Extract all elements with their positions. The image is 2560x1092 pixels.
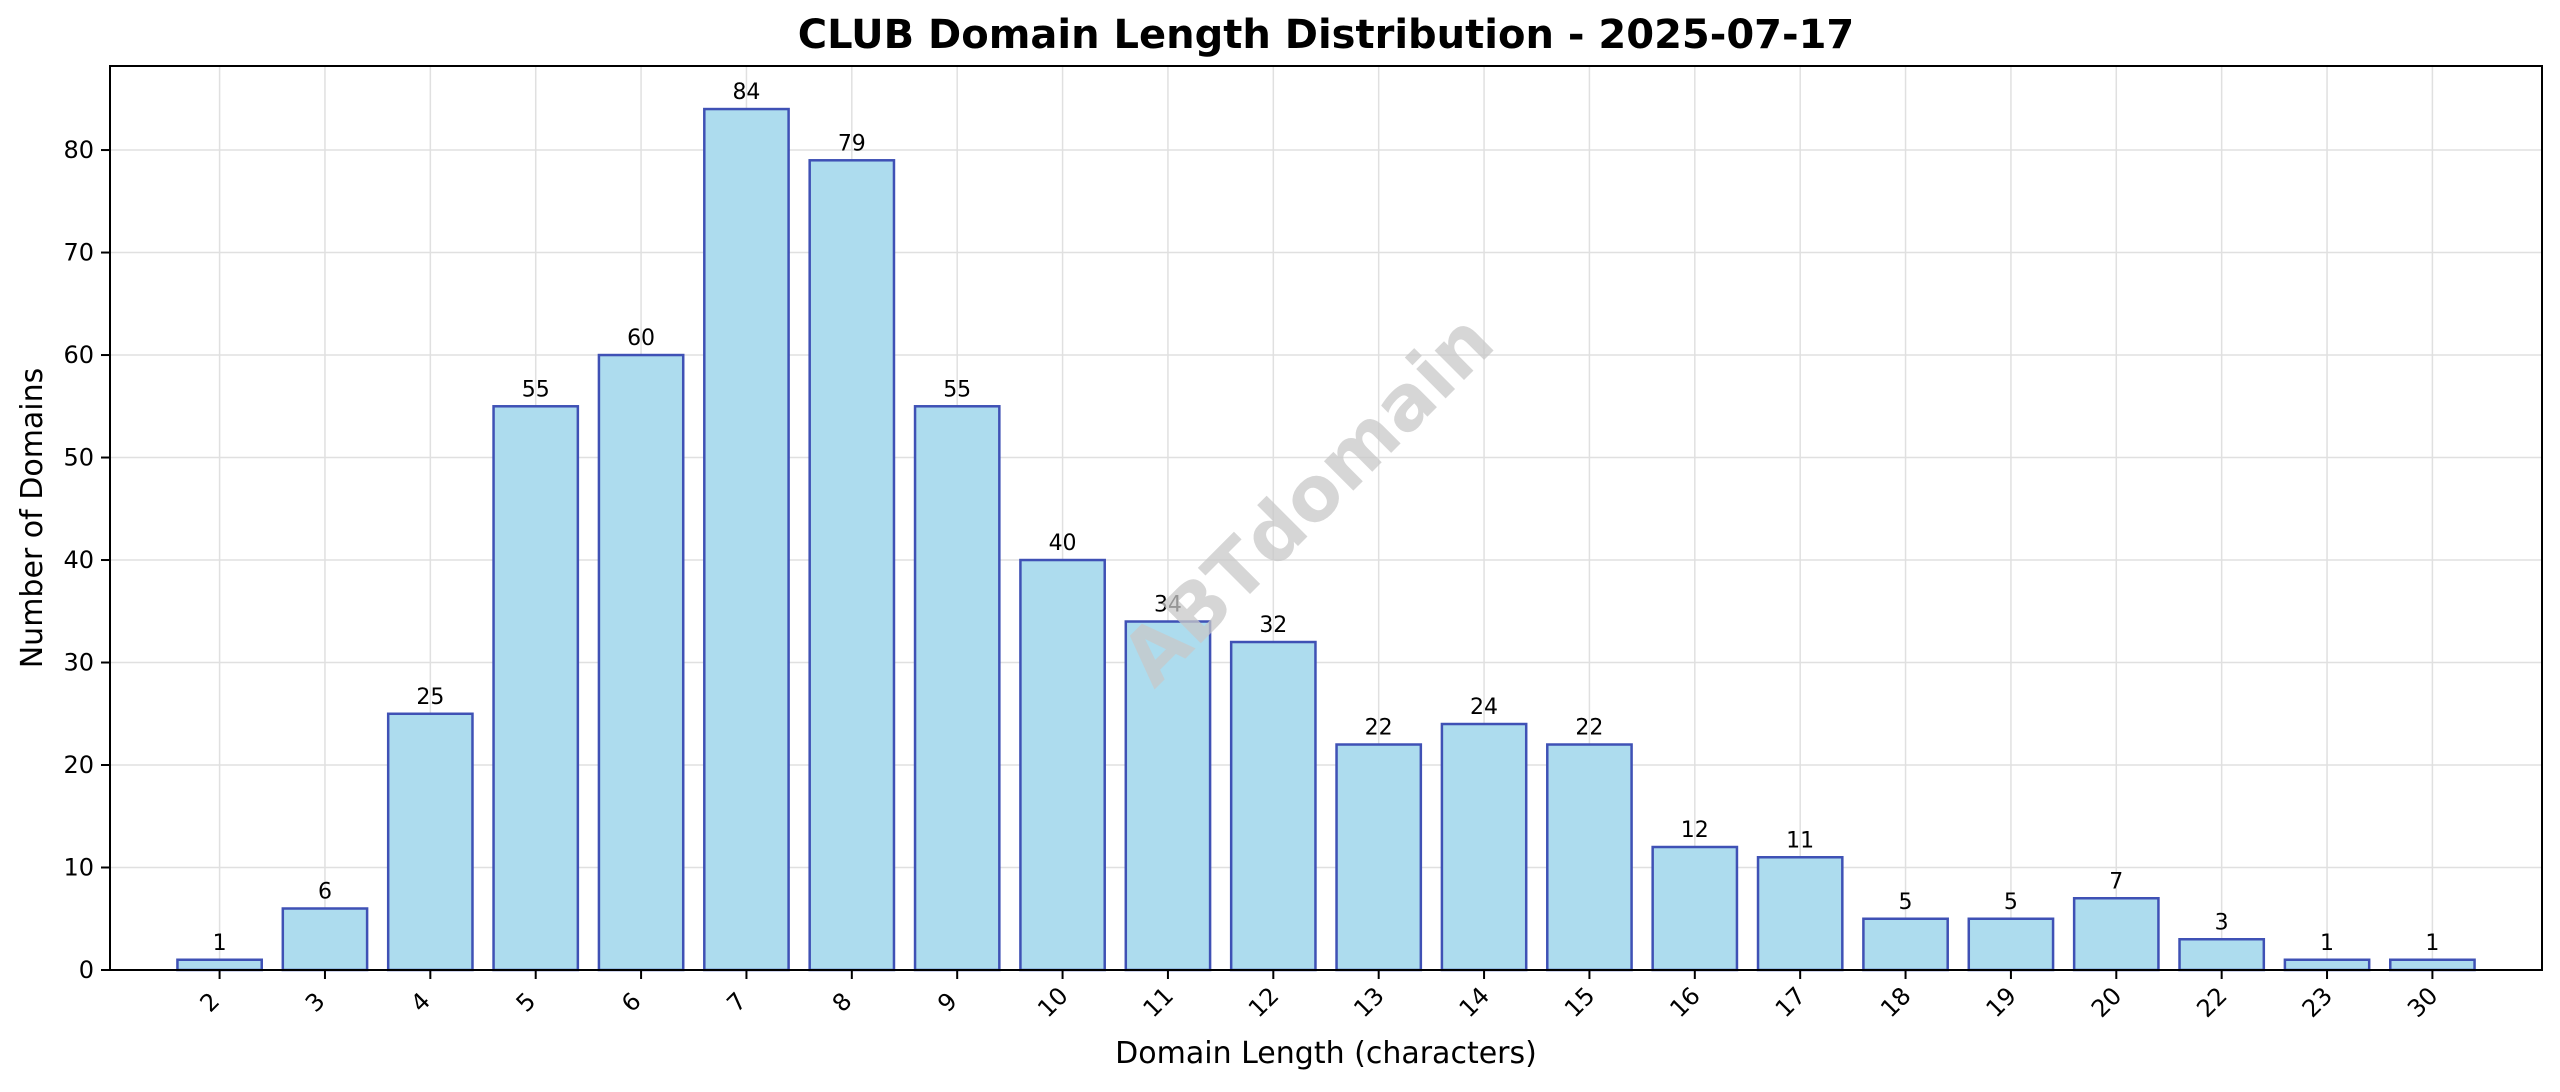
bar — [1651, 845, 1739, 972]
y-tick-label: 30 — [63, 649, 94, 677]
bar-value-label: 84 — [732, 80, 760, 105]
bar — [913, 405, 1001, 972]
x-tick-label: 5 — [511, 987, 542, 1018]
bar — [386, 712, 474, 972]
bar-value-label: 12 — [1681, 818, 1709, 843]
bar — [1229, 640, 1317, 972]
bar-value-label: 55 — [943, 377, 971, 402]
bar — [597, 353, 685, 972]
bar — [808, 159, 896, 972]
y-tick-label: 10 — [63, 854, 94, 882]
bar-value-label: 6 — [318, 880, 332, 905]
bar-value-label: 5 — [1899, 890, 1913, 915]
bar — [1967, 917, 2055, 972]
x-tick-label: 13 — [1348, 982, 1389, 1023]
x-tick-label: 6 — [616, 987, 647, 1018]
y-tick-label: 60 — [63, 341, 94, 369]
bar-value-label: 25 — [416, 685, 444, 710]
bar — [2283, 958, 2371, 972]
bar-value-label: 32 — [1259, 613, 1287, 638]
x-axis-label: Domain Length (characters) — [1115, 1036, 1537, 1071]
x-tick-label: 9 — [932, 987, 963, 1018]
bar — [1546, 743, 1633, 972]
bar — [703, 107, 790, 972]
x-tick-label: 10 — [1032, 982, 1073, 1023]
x-tick-label: 11 — [1138, 982, 1179, 1023]
y-tick-label: 70 — [63, 239, 94, 267]
y-axis-label: Number of Domains — [15, 368, 50, 669]
bar — [2178, 938, 2266, 972]
x-tick-label: 12 — [1243, 982, 1284, 1023]
bar-value-label: 40 — [1049, 531, 1077, 556]
plot-frame — [109, 65, 2543, 971]
bar-value-label: 24 — [1470, 695, 1498, 720]
x-tick-label: 3 — [300, 987, 331, 1018]
bar-value-label: 3 — [2215, 910, 2229, 935]
bar-value-label: 55 — [522, 377, 550, 402]
bar — [1124, 620, 1212, 972]
x-tick-label: 22 — [2191, 982, 2232, 1023]
x-tick-label: 2 — [195, 987, 226, 1018]
chart-title: CLUB Domain Length Distribution - 2025-0… — [798, 12, 1855, 58]
x-axis-ticks: 2 3 4 5 6 7 8 9 10 11 12 13 14 15 16 17 18 19 20 22 23 30 — [195, 970, 2443, 1023]
y-tick-label: 80 — [63, 136, 94, 164]
bar-value-label: 5 — [2004, 890, 2018, 915]
bar-value-label: 7 — [2109, 869, 2123, 894]
x-tick-label: 17 — [1770, 982, 1811, 1023]
bar — [1862, 917, 1949, 972]
x-tick-label: 4 — [405, 987, 436, 1018]
bar-value-label: 79 — [838, 131, 866, 156]
x-tick-label: 18 — [1875, 982, 1916, 1023]
x-tick-label: 19 — [1981, 982, 2022, 1023]
x-tick-label: 23 — [2297, 982, 2338, 1023]
bar — [492, 405, 580, 972]
x-tick-label: 14 — [1454, 982, 1495, 1023]
bar-value-label: 22 — [1575, 716, 1603, 741]
y-tick-label: 20 — [63, 751, 94, 779]
bar-value-label: 1 — [2425, 931, 2439, 956]
y-tick-label: 50 — [63, 444, 94, 472]
x-tick-label: 30 — [2402, 982, 2443, 1023]
x-tick-label: 16 — [1664, 982, 1705, 1023]
bar-value-label: 22 — [1365, 716, 1393, 741]
bar — [1440, 722, 1528, 972]
bar-value-label: 1 — [213, 931, 227, 956]
bar-value-label: 60 — [627, 326, 655, 351]
bar — [1335, 743, 1423, 972]
bar-value-label: 11 — [1786, 828, 1814, 853]
bar — [1019, 558, 1106, 972]
x-tick-label: 15 — [1559, 982, 1600, 1023]
y-tick-label: 40 — [63, 546, 94, 574]
y-tick-label: 0 — [79, 956, 94, 984]
x-tick-label: 20 — [2086, 982, 2127, 1023]
bar — [176, 958, 263, 972]
bar — [2072, 897, 2160, 972]
bar — [281, 907, 369, 972]
bars — [176, 107, 2476, 972]
x-tick-label: 8 — [827, 987, 858, 1018]
bar — [2389, 958, 2476, 972]
bar-value-label: 1 — [2320, 931, 2334, 956]
y-axis-ticks: 0 10 20 30 40 50 60 70 80 — [63, 136, 110, 984]
x-tick-label: 7 — [721, 987, 752, 1018]
bar — [1756, 856, 1844, 972]
bar-value-label: 34 — [1154, 593, 1182, 618]
